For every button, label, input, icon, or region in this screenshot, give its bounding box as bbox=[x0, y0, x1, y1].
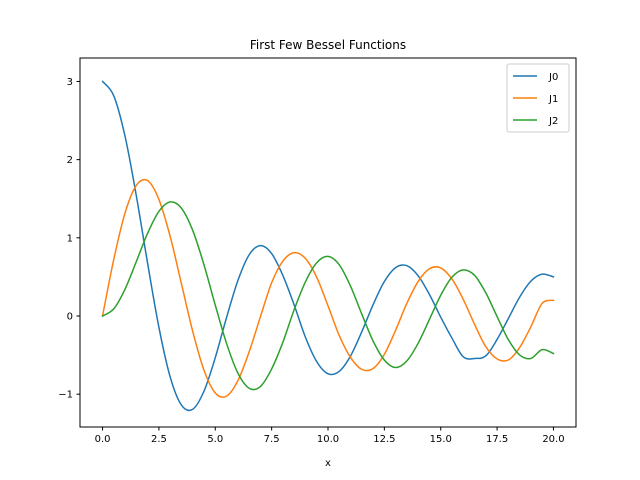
x-tick-label: 0.0 bbox=[95, 434, 111, 445]
x-axis: 0.0 2.5 5.0 7.5 10.0 12.5 15.0 17.5 20.0 bbox=[95, 427, 565, 445]
legend-box bbox=[506, 63, 570, 133]
series-lines bbox=[101, 80, 555, 412]
x-tick-label: 10.0 bbox=[317, 434, 339, 445]
y-tick-label: 1 bbox=[67, 233, 73, 244]
y-tick-label: −1 bbox=[58, 390, 73, 401]
x-tick-label: 5.0 bbox=[207, 434, 223, 445]
x-tick-label: 15.0 bbox=[430, 434, 452, 445]
y-tick-label: 3 bbox=[67, 77, 73, 88]
x-tick-label: 12.5 bbox=[373, 434, 395, 445]
series-line-j0 bbox=[101, 80, 555, 412]
chart-title: First Few Bessel Functions bbox=[250, 38, 406, 52]
x-tick-label: 17.5 bbox=[486, 434, 508, 445]
series-line-j1 bbox=[101, 178, 555, 398]
legend-label-j2: J2 bbox=[548, 116, 558, 127]
y-tick-label: 2 bbox=[67, 155, 73, 166]
y-tick-label: 0 bbox=[67, 311, 73, 322]
x-tick-label: 20.0 bbox=[542, 434, 564, 445]
x-tick-label: 7.5 bbox=[264, 434, 280, 445]
legend-label-j0: J0 bbox=[548, 72, 558, 83]
series-line-j2 bbox=[101, 201, 555, 391]
x-axis-label: x bbox=[325, 458, 331, 469]
x-tick-label: 2.5 bbox=[151, 434, 167, 445]
y-axis: −1 0 1 2 3 bbox=[58, 77, 80, 401]
legend-label-j1: J1 bbox=[548, 94, 558, 105]
legend: J0 J1 J2 bbox=[506, 63, 570, 133]
